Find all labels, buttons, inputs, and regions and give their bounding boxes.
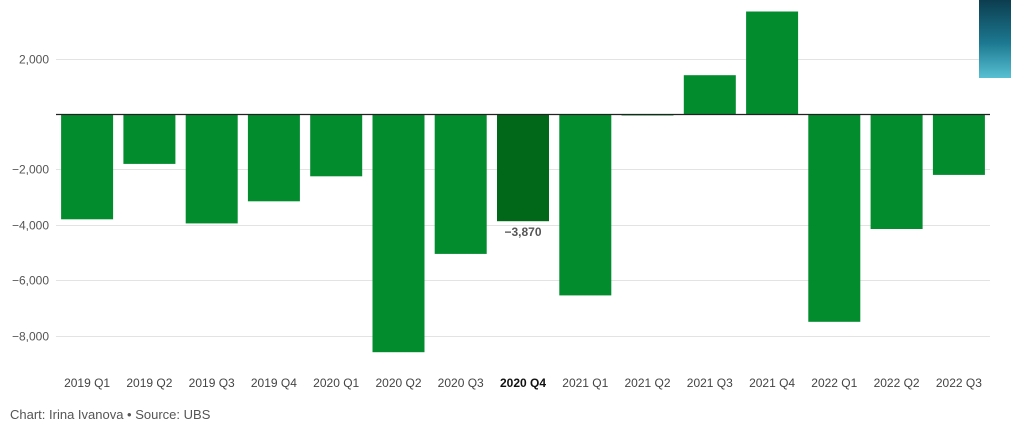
x-category-label: 2021 Q3 (687, 376, 733, 390)
bar-2020-q2 (372, 114, 425, 353)
corner-accent-decoration (979, 0, 1011, 78)
x-category-label: 2021 Q1 (562, 376, 608, 390)
bar-2020-q3 (434, 114, 487, 254)
x-category-label: 2019 Q4 (251, 376, 297, 390)
y-tick-label: −2,000 (12, 163, 49, 177)
x-category-label: 2019 Q2 (126, 376, 172, 390)
bar-2021-q1 (559, 114, 612, 296)
bar-2020-q1 (310, 114, 363, 177)
bar-2019-q4 (247, 114, 300, 202)
x-category-label: 2021 Q2 (624, 376, 670, 390)
bar-2022-q2 (870, 114, 923, 229)
y-tick-label: −6,000 (12, 274, 49, 288)
x-category-label: 2020 Q4 (500, 376, 546, 390)
bar-2019-q3 (185, 114, 238, 224)
x-category-label: 2020 Q3 (438, 376, 484, 390)
highlight-data-label: −3,870 (504, 225, 541, 239)
x-category-label: 2020 Q1 (313, 376, 359, 390)
bar-chart: 2,000−2,000−4,000−6,000−8,000 2019 Q1 201… (12, 11, 990, 390)
bar-2019-q1 (61, 114, 114, 220)
x-category-label: 2019 Q1 (64, 376, 110, 390)
x-category-label: 2022 Q3 (936, 376, 982, 390)
x-category-label: 2022 Q1 (811, 376, 857, 390)
bar-2022-q3 (932, 114, 985, 175)
data-labels: −3,870 (504, 225, 541, 239)
bar-2020-q4 (497, 114, 549, 222)
y-tick-label: −8,000 (12, 330, 49, 344)
chart-source-credit: Chart: Irina Ivanova • Source: UBS (10, 407, 211, 422)
x-axis-category-labels: 2019 Q1 2019 Q2 2019 Q3 2019 Q4 2020 Q1 2020 … (64, 376, 982, 390)
bars (61, 11, 985, 353)
x-category-label: 2019 Q3 (189, 376, 235, 390)
x-category-label: 2020 Q2 (375, 376, 421, 390)
x-category-label: 2021 Q4 (749, 376, 795, 390)
y-tick-label: −4,000 (12, 219, 49, 233)
bar-2022-q1 (808, 114, 861, 322)
bar-2021-q4 (746, 11, 799, 114)
bar-2021-q3 (683, 75, 736, 114)
bar-2019-q2 (123, 114, 176, 164)
x-category-label: 2022 Q2 (874, 376, 920, 390)
y-axis-tick-labels: 2,000 −2,000 −4,000 −6,000 −8,000 (12, 53, 49, 344)
y-tick-label: 2,000 (19, 53, 49, 67)
